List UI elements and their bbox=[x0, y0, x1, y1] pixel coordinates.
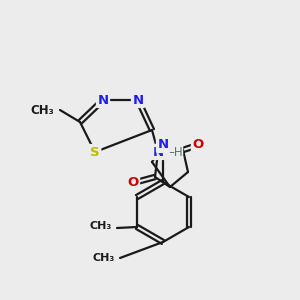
Text: S: S bbox=[90, 146, 100, 158]
Text: O: O bbox=[128, 176, 139, 190]
Text: –H: –H bbox=[168, 146, 183, 158]
Text: CH₃: CH₃ bbox=[90, 221, 112, 231]
Text: N: N bbox=[98, 94, 109, 106]
Text: CH₃: CH₃ bbox=[93, 253, 115, 263]
Text: N: N bbox=[158, 139, 169, 152]
Text: CH₃: CH₃ bbox=[30, 103, 54, 116]
Text: O: O bbox=[192, 139, 204, 152]
Text: N: N bbox=[132, 94, 144, 106]
Text: N: N bbox=[152, 146, 164, 158]
